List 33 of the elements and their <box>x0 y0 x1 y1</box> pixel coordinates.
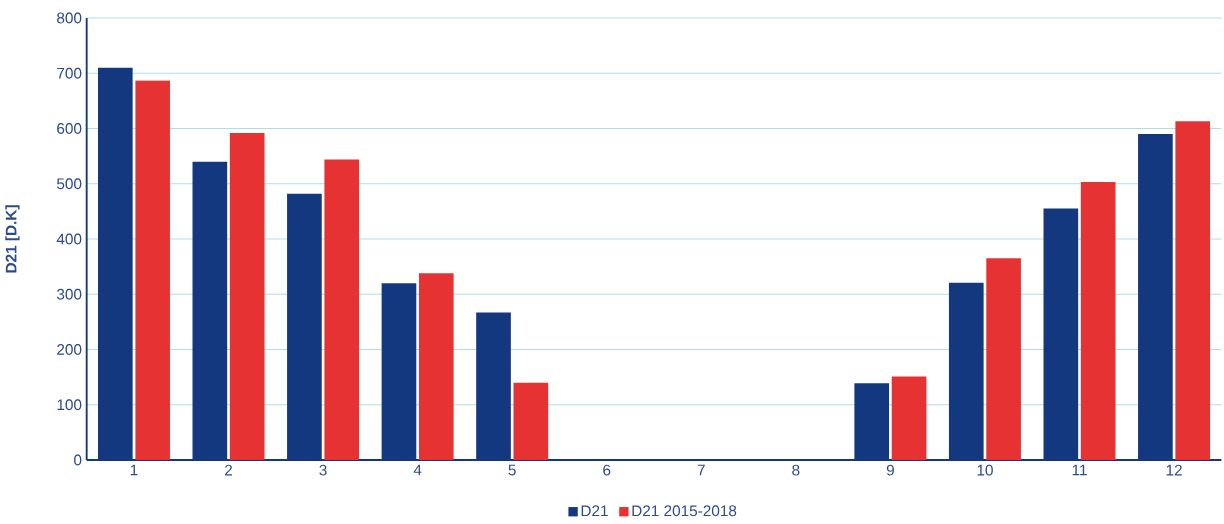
y-tick-label: 400 <box>56 233 82 245</box>
x-tick-label: 10 <box>977 464 993 476</box>
y-tick-label: 100 <box>57 399 82 411</box>
bar <box>135 80 170 460</box>
x-tick-label: 2 <box>225 464 233 476</box>
x-tick-label: 11 <box>1072 464 1087 476</box>
x-tick-label: 8 <box>792 464 800 476</box>
y-axis-title: D21 [D.K] <box>5 205 20 273</box>
bar <box>418 273 454 460</box>
x-tick-label: 7 <box>697 464 705 476</box>
bar <box>513 382 549 460</box>
bar <box>1175 121 1211 460</box>
x-tick-label: 12 <box>1166 464 1182 476</box>
y-tick-label: 800 <box>57 12 82 24</box>
x-tick-label: 4 <box>413 464 422 476</box>
x-tick-label: 9 <box>886 464 894 476</box>
y-tick-label: 700 <box>57 67 82 79</box>
x-tick-label: 6 <box>603 464 611 476</box>
x-tick-label: 1 <box>130 464 138 476</box>
y-tick-label: 600 <box>57 123 82 134</box>
y-tick-label: 200 <box>57 344 82 355</box>
y-tick-label: 300 <box>56 288 82 300</box>
x-tick-label: 5 <box>508 464 516 476</box>
bar <box>229 132 265 460</box>
x-tick-label: 3 <box>319 464 327 476</box>
bar <box>1080 182 1116 460</box>
y-tick-label: 500 <box>56 178 82 190</box>
bar <box>891 376 927 460</box>
legend-label: D21 <box>581 505 608 517</box>
bar <box>986 258 1021 460</box>
legend-label: D21 2015-2018 <box>632 505 737 517</box>
y-tick-label: 0 <box>74 454 82 466</box>
bar <box>324 159 360 460</box>
